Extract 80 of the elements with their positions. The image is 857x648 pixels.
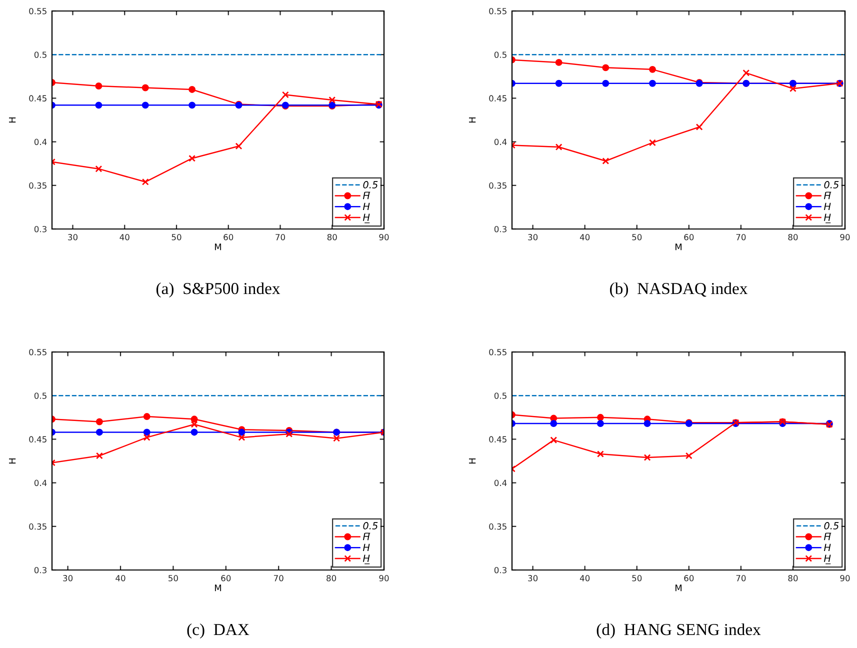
x-tick-label: 70 [276,234,285,240]
x-tick-label: 50 [632,234,642,240]
x-tick-label: 40 [580,575,590,582]
y-tick-label: 0.4 [34,480,47,486]
x-tick-label: 50 [168,575,178,582]
x-tick-label: 60 [684,234,694,240]
y-tick-label: 0.4 [34,138,47,146]
x-tick-label: 30 [528,234,538,240]
x-tick-label: 40 [116,575,126,582]
text: (a) S&P500 index [156,282,280,298]
legend-label: H̅ [824,192,832,200]
x-tick-label: 90 [840,575,850,582]
x-tick-label: 40 [120,234,130,240]
y-tick-label: 0.45 [489,436,506,442]
x-tick-label: 60 [224,234,234,240]
y-tick-label: 0.3 [34,566,46,574]
x-tick-label: 90 [379,575,389,582]
x-tick-label: 60 [221,575,231,582]
y-tick-label: 0.3 [34,226,46,232]
y-tick-label: 0.55 [29,348,46,356]
y-tick-label: 0.55 [489,348,506,356]
legend-label: H [362,544,370,552]
legend-label: H [824,202,831,210]
x-tick-label: 80 [326,575,336,582]
x-tick-label: 80 [788,234,798,240]
y-tick-label: 0.55 [489,8,506,14]
legend-label: 0.5 [363,522,378,530]
legend-label: H̅ [362,532,370,540]
text: (b) NASDAQ index [610,282,748,298]
legend-label: 0.5 [363,181,378,188]
legend-label: 0.5 [824,181,839,188]
y-tick-label: 0.5 [494,392,506,399]
text: (d) HANG SENG index [596,623,761,639]
x-tick-label: 80 [788,575,798,582]
x-tick-label: 50 [172,234,182,240]
legend-label: H̲ [362,214,370,224]
y-tick-label: 0.35 [29,182,46,189]
y-tick-label: 0.45 [29,95,46,102]
x-tick-label: 40 [580,234,590,240]
x-tick-label: 80 [327,234,337,240]
y-tick-label: 0.35 [29,523,46,530]
y-tick-label: 0.4 [494,138,507,146]
legend-label: H [362,202,370,210]
y-tick-label: 0.35 [489,523,506,530]
legend-label: 0.5 [824,522,839,530]
legend-label: H̲ [362,554,370,564]
x-tick-label: 30 [68,234,78,240]
y-tick-label: 0.45 [29,436,46,442]
y-tick-label: 0.4 [494,480,507,486]
y-tick-label: 0.3 [494,566,506,574]
y-tick-label: 0.55 [29,8,46,14]
x-tick-label: 90 [840,234,850,240]
x-tick-label: 30 [63,575,73,582]
x-tick-label: 60 [684,575,694,582]
y-tick-label: 0.45 [489,95,506,102]
legend-label: H [824,544,831,552]
x-tick-label: 70 [736,575,746,582]
x-axis-title: M [214,584,222,592]
legend-label: H̲ [824,214,831,224]
x-axis-title: M [675,584,682,592]
x-tick-label: 70 [274,575,284,582]
x-tick-label: 90 [379,234,389,240]
x-axis-title: M [675,244,682,250]
y-axis-title: H [9,117,16,123]
x-tick-label: 70 [736,234,746,240]
text: (c) DAX [187,623,250,639]
x-tick-label: 30 [528,575,538,582]
legend-label: H̅ [362,192,370,200]
x-axis-title: M [214,244,222,250]
y-tick-label: 0.5 [34,392,46,399]
legend-label: H̲ [824,554,831,564]
y-axis-title: H [9,458,16,464]
y-tick-label: 0.3 [494,226,506,232]
y-tick-label: 0.5 [494,52,506,58]
legend-label: H̅ [824,532,832,540]
y-tick-label: 0.35 [489,182,506,189]
x-tick-label: 50 [632,575,642,582]
y-tick-label: 0.5 [34,52,46,58]
y-axis-title: H [469,117,476,123]
y-axis-title: H [469,458,476,464]
